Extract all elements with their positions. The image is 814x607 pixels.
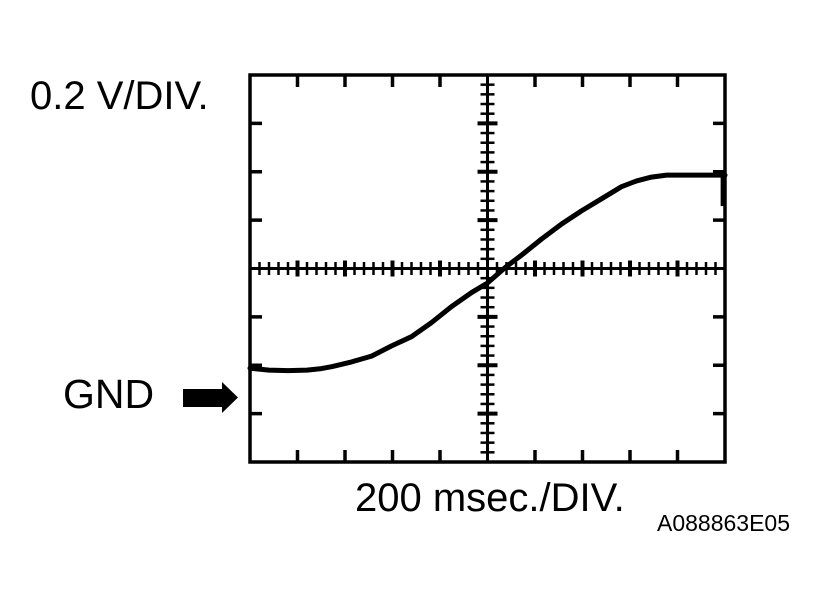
gnd-label: GND [63,371,155,417]
center-crosshair [250,75,725,462]
vertical-scale-label: 0.2 V/DIV. [30,74,209,118]
grid-edge-ticks [250,75,725,462]
horizontal-scale-label: 200 msec./DIV. [355,476,625,520]
gnd-arrow-shape [183,382,238,413]
waveform-trace [247,172,728,374]
figure-code: A088863E05 [657,510,791,536]
